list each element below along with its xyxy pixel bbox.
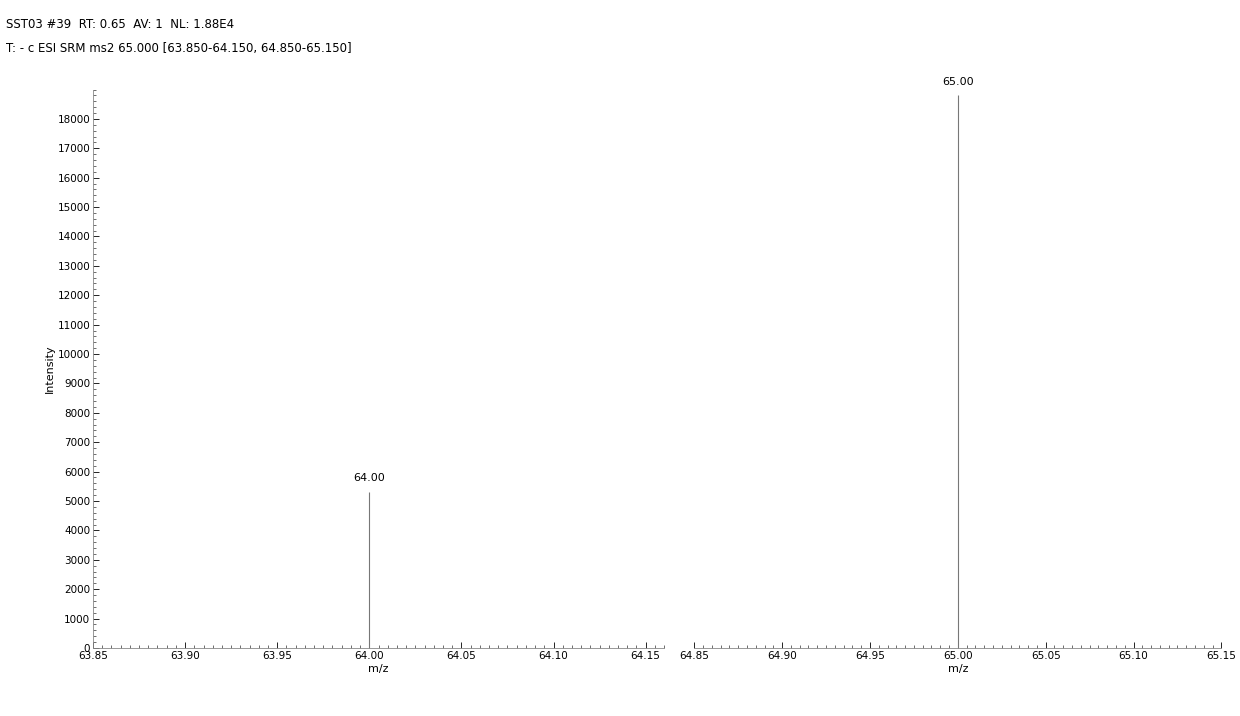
Text: 65.00: 65.00 xyxy=(942,77,973,87)
X-axis label: m/z: m/z xyxy=(947,664,968,674)
Text: 64.00: 64.00 xyxy=(353,473,386,483)
X-axis label: m/z: m/z xyxy=(368,664,389,674)
Text: T: - c ESI SRM ms2 65.000 [63.850-64.150, 64.850-65.150]: T: - c ESI SRM ms2 65.000 [63.850-64.150… xyxy=(6,42,352,54)
Text: SST03 #39  RT: 0.65  AV: 1  NL: 1.88E4: SST03 #39 RT: 0.65 AV: 1 NL: 1.88E4 xyxy=(6,18,234,31)
Y-axis label: Intensity: Intensity xyxy=(45,344,55,393)
